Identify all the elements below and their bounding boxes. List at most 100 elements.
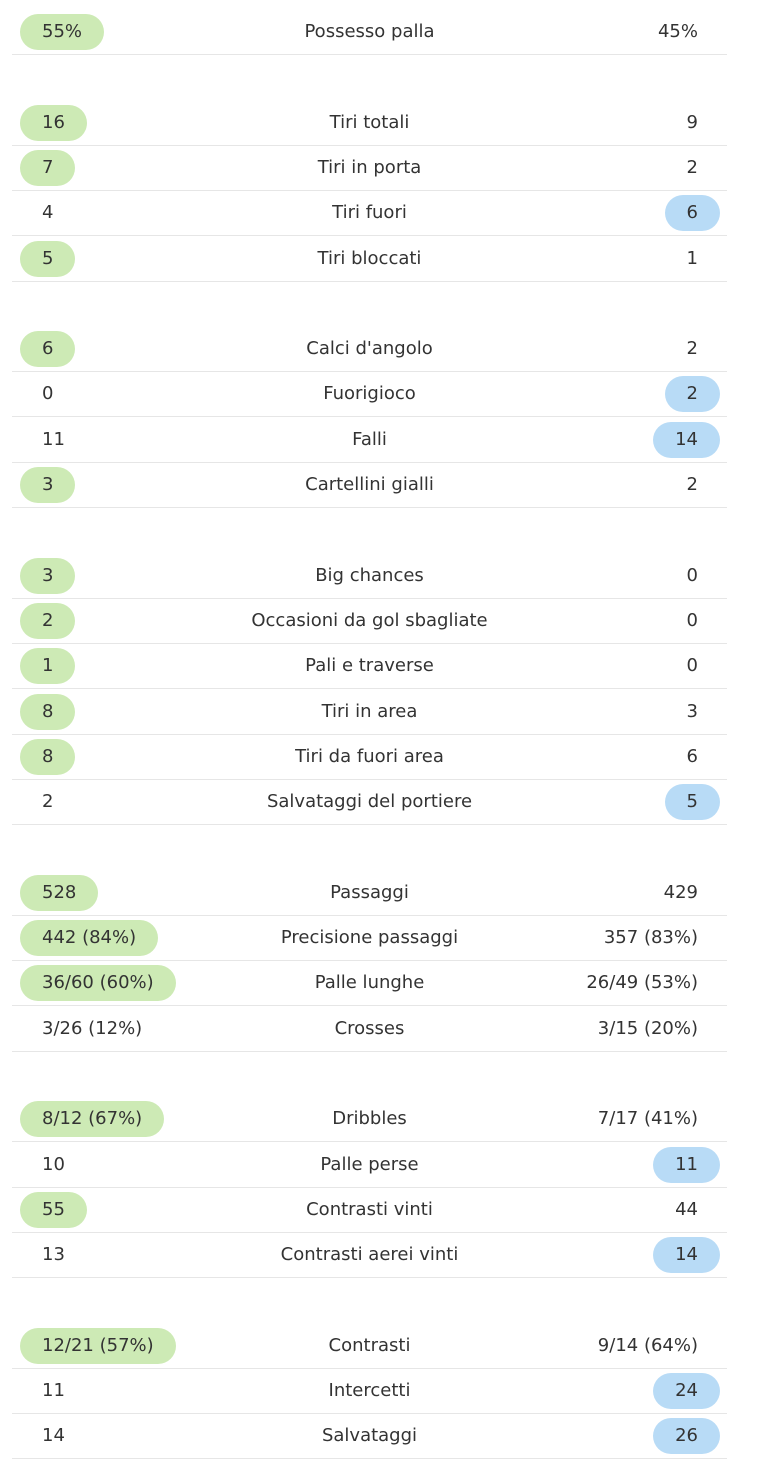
away-value: 2 bbox=[664, 376, 720, 413]
stat-row: Cartellini gialli 3 2 bbox=[12, 463, 727, 508]
stat-row: Fuorigioco 0 2 bbox=[12, 372, 727, 418]
stat-label: Fuorigioco bbox=[323, 383, 416, 405]
home-value: 55 bbox=[20, 1191, 87, 1228]
stat-row: Calci d'angolo 6 2 bbox=[12, 327, 727, 373]
stat-row: Contrasti 12/21 (57%) 9/14 (64%) bbox=[12, 1324, 727, 1369]
home-value: 36/60 (60%) bbox=[20, 965, 176, 1002]
stat-label: Passaggi bbox=[330, 881, 409, 903]
home-value: 1 bbox=[20, 648, 76, 685]
stat-label: Contrasti vinti bbox=[306, 1198, 433, 1220]
stat-row: Big chances 3 0 bbox=[12, 554, 727, 599]
away-value: 2 bbox=[686, 338, 698, 360]
away-value: 1 bbox=[686, 247, 698, 269]
away-value: 9/14 (64%) bbox=[597, 1334, 698, 1356]
stat-label: Tiri in porta bbox=[317, 156, 422, 178]
away-value: 24 bbox=[653, 1373, 720, 1409]
away-value: 0 bbox=[686, 609, 698, 631]
home-value: 4 bbox=[42, 202, 54, 224]
away-value: 14 bbox=[653, 1237, 720, 1274]
stat-label: Tiri totali bbox=[329, 111, 410, 133]
home-value: 8/12 (67%) bbox=[20, 1101, 165, 1138]
away-value: 3/15 (20%) bbox=[597, 1017, 698, 1039]
stat-row: Intercetti 11 24 bbox=[12, 1369, 727, 1414]
stat-label: Big chances bbox=[315, 564, 424, 586]
away-value: 6 bbox=[664, 195, 720, 232]
stat-label: Occasioni da gol sbagliate bbox=[251, 609, 488, 631]
stat-label: Palle lunghe bbox=[314, 972, 425, 994]
stat-row: Pali e traverse 1 0 bbox=[12, 644, 727, 690]
away-value: 0 bbox=[686, 564, 698, 586]
stat-label: Precisione passaggi bbox=[280, 927, 459, 948]
away-value: 26/49 (53%) bbox=[586, 972, 698, 994]
stat-label: Tiri fuori bbox=[332, 202, 407, 224]
stat-label: Palle perse bbox=[320, 1153, 419, 1175]
stat-label: Tiri da fuori area bbox=[295, 745, 444, 767]
home-value: 8 bbox=[20, 693, 76, 730]
home-value: 11 bbox=[42, 428, 65, 450]
stat-label: Tiri in area bbox=[321, 700, 418, 722]
stat-label: Possesso palla bbox=[304, 21, 435, 42]
stat-label: Dribbles bbox=[332, 1108, 407, 1130]
away-value: 0 bbox=[686, 655, 698, 677]
away-value: 9 bbox=[686, 111, 698, 133]
stat-row: Precisione passaggi 442 (84%) 357 (83%) bbox=[12, 916, 727, 961]
stat-label: Salvataggi del portiere bbox=[266, 791, 473, 813]
stat-row: Passaggi 528 429 bbox=[12, 871, 727, 916]
home-value: 5 bbox=[20, 240, 76, 277]
home-value: 3 bbox=[20, 557, 76, 594]
stat-row: Contrasti aerei vinti 13 14 bbox=[12, 1233, 727, 1279]
stat-row: Tiri totali 16 9 bbox=[12, 101, 727, 146]
home-value: 3 bbox=[20, 467, 76, 503]
away-value: 11 bbox=[653, 1146, 720, 1183]
home-value: 528 bbox=[20, 874, 99, 911]
stat-label: Crosses bbox=[334, 1017, 405, 1039]
away-value: 3 bbox=[686, 700, 698, 722]
away-value: 7/17 (41%) bbox=[597, 1108, 698, 1130]
stat-label: Contrasti aerei vinti bbox=[280, 1244, 459, 1266]
stat-label: Salvataggi bbox=[321, 1425, 418, 1447]
stat-row: Contrasti vinti 55 44 bbox=[12, 1188, 727, 1233]
stat-row: Tiri fuori 4 6 bbox=[12, 191, 727, 237]
away-value: 26 bbox=[653, 1418, 720, 1455]
home-value: 0 bbox=[42, 383, 54, 405]
home-value: 10 bbox=[42, 1153, 65, 1175]
stat-label: Falli bbox=[352, 428, 387, 450]
away-value: 357 (83%) bbox=[603, 927, 698, 948]
stat-label: Calci d'angolo bbox=[306, 338, 433, 360]
home-value: 12/21 (57%) bbox=[20, 1327, 176, 1364]
home-value: 16 bbox=[20, 104, 87, 141]
stat-row: Salvataggi del portiere 2 5 bbox=[12, 780, 727, 826]
stat-row: Tiri bloccati 5 1 bbox=[12, 237, 727, 282]
stat-row: Occasioni da gol sbagliate 2 0 bbox=[12, 599, 727, 644]
home-value: 11 bbox=[42, 1380, 65, 1401]
stat-row: Palle perse 10 11 bbox=[12, 1143, 727, 1188]
stat-row: Possesso palla 55% 45% bbox=[12, 10, 727, 55]
stat-row: Tiri in area 8 3 bbox=[12, 690, 727, 735]
stat-label: Pali e traverse bbox=[305, 655, 434, 677]
stat-label: Cartellini gialli bbox=[305, 474, 434, 495]
away-value: 2 bbox=[686, 474, 698, 495]
home-value: 6 bbox=[20, 331, 76, 368]
home-value: 2 bbox=[20, 602, 76, 639]
home-value: 442 (84%) bbox=[20, 920, 159, 956]
stat-row: Dribbles 8/12 (67%) 7/17 (41%) bbox=[12, 1097, 727, 1143]
stat-row: Palle lunghe 36/60 (60%) 26/49 (53%) bbox=[12, 961, 727, 1007]
stat-label: Tiri bloccati bbox=[317, 247, 422, 269]
away-value: 45% bbox=[657, 21, 698, 42]
away-value: 6 bbox=[686, 745, 698, 767]
stat-row: Tiri da fuori area 8 6 bbox=[12, 735, 727, 780]
stat-label: Intercetti bbox=[328, 1380, 411, 1401]
away-value: 44 bbox=[675, 1198, 698, 1220]
away-value: 2 bbox=[686, 156, 698, 178]
home-value: 8 bbox=[20, 738, 76, 775]
home-value: 55% bbox=[20, 14, 105, 50]
home-value: 2 bbox=[42, 791, 54, 813]
home-value: 3/26 (12%) bbox=[42, 1017, 143, 1039]
away-value: 429 bbox=[663, 881, 698, 903]
home-value: 13 bbox=[42, 1244, 65, 1266]
away-value: 5 bbox=[664, 784, 720, 821]
stat-row: Tiri in porta 7 2 bbox=[12, 146, 727, 191]
stat-row: Salvataggi 14 26 bbox=[12, 1414, 727, 1460]
stat-row: Crosses 3/26 (12%) 3/15 (20%) bbox=[12, 1007, 727, 1052]
